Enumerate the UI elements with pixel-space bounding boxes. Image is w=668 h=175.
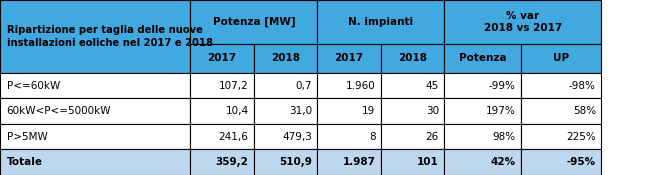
Bar <box>0 0 190 73</box>
Bar <box>254 44 317 73</box>
Bar <box>190 149 254 175</box>
Bar <box>254 149 317 175</box>
Text: 510,9: 510,9 <box>279 157 312 167</box>
Text: P>5MW: P>5MW <box>7 132 47 142</box>
Text: Totale: Totale <box>7 157 43 167</box>
Text: 0,7: 0,7 <box>295 81 312 91</box>
Text: 241,6: 241,6 <box>218 132 248 142</box>
Bar <box>444 149 521 175</box>
Text: UP: UP <box>553 53 569 63</box>
Bar <box>190 98 254 124</box>
Text: P<=60kW: P<=60kW <box>7 81 60 91</box>
Text: 98%: 98% <box>492 132 516 142</box>
Bar <box>317 124 381 149</box>
Bar <box>190 0 317 44</box>
Text: 2018: 2018 <box>398 53 427 63</box>
Text: 101: 101 <box>417 157 439 167</box>
Bar <box>190 124 254 149</box>
Bar <box>254 124 317 149</box>
Bar <box>317 73 381 98</box>
Bar <box>521 124 601 149</box>
Bar <box>381 98 444 124</box>
Text: 359,2: 359,2 <box>216 157 248 167</box>
Bar <box>521 44 601 73</box>
Text: 1.987: 1.987 <box>343 157 375 167</box>
Text: -98%: -98% <box>569 81 596 91</box>
Bar <box>0 98 190 124</box>
Text: N. impianti: N. impianti <box>348 17 413 27</box>
Text: 197%: 197% <box>486 106 516 116</box>
Text: -95%: -95% <box>566 157 596 167</box>
Text: 1.960: 1.960 <box>345 81 375 91</box>
Bar <box>381 73 444 98</box>
Text: % var
2018 vs 2017: % var 2018 vs 2017 <box>484 11 562 33</box>
Bar <box>444 44 521 73</box>
Bar <box>0 73 190 98</box>
Text: 2017: 2017 <box>208 53 236 63</box>
Text: Potenza [MW]: Potenza [MW] <box>212 17 295 27</box>
Text: 2017: 2017 <box>335 53 363 63</box>
Bar <box>381 124 444 149</box>
Bar <box>444 124 521 149</box>
Bar <box>444 73 521 98</box>
Text: 45: 45 <box>426 81 439 91</box>
Bar <box>381 44 444 73</box>
Text: 8: 8 <box>369 132 375 142</box>
Text: 10,4: 10,4 <box>225 106 248 116</box>
Text: 26: 26 <box>426 132 439 142</box>
Bar <box>381 149 444 175</box>
Bar <box>521 149 601 175</box>
Bar <box>317 149 381 175</box>
Text: 19: 19 <box>362 106 375 116</box>
Text: 479,3: 479,3 <box>282 132 312 142</box>
Text: 60kW<P<=5000kW: 60kW<P<=5000kW <box>7 106 111 116</box>
Bar <box>317 44 381 73</box>
Text: 58%: 58% <box>572 106 596 116</box>
Bar <box>254 73 317 98</box>
Bar <box>190 73 254 98</box>
Text: -99%: -99% <box>489 81 516 91</box>
Text: 225%: 225% <box>566 132 596 142</box>
Text: 31,0: 31,0 <box>289 106 312 116</box>
Text: Ripartizione per taglia delle nuove
installazioni eoliche nel 2017 e 2018: Ripartizione per taglia delle nuove inst… <box>7 25 212 48</box>
Bar <box>444 98 521 124</box>
Bar <box>190 44 254 73</box>
Bar <box>444 0 601 44</box>
Text: 30: 30 <box>426 106 439 116</box>
Bar <box>0 124 190 149</box>
Bar <box>0 149 190 175</box>
Text: 107,2: 107,2 <box>218 81 248 91</box>
Bar <box>254 98 317 124</box>
Bar <box>317 98 381 124</box>
Bar <box>521 98 601 124</box>
Text: 42%: 42% <box>490 157 516 167</box>
Bar <box>521 73 601 98</box>
Text: 2018: 2018 <box>271 53 300 63</box>
Text: Potenza: Potenza <box>459 53 506 63</box>
Bar <box>317 0 444 44</box>
